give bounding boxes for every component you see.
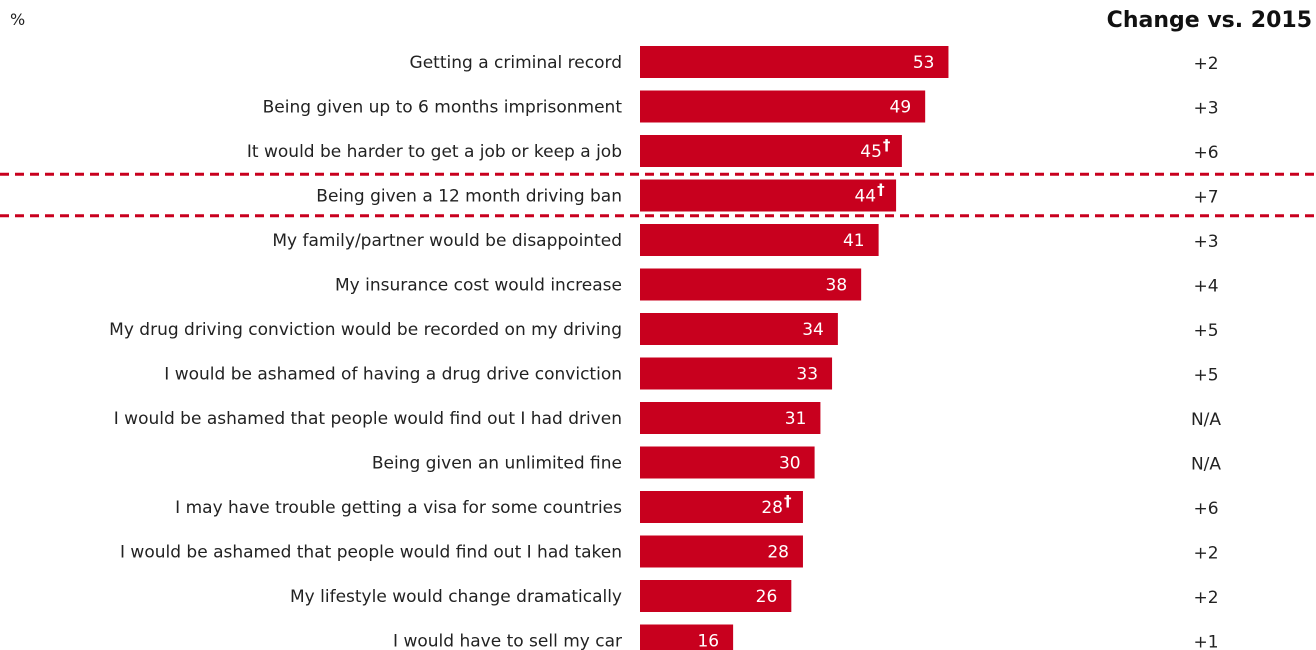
bar-value-label: 28 <box>767 543 789 563</box>
change-value: +3 <box>1193 232 1218 252</box>
category-label: Being given up to 6 months imprisonment <box>263 98 623 118</box>
bar <box>640 135 902 167</box>
bar <box>640 357 833 390</box>
change-value: +4 <box>1193 277 1218 297</box>
bar-value-label: 45 <box>860 142 882 162</box>
category-label: My insurance cost would increase <box>335 276 622 296</box>
bar-value-label: 16 <box>697 632 719 650</box>
category-label: I may have trouble getting a visa for so… <box>175 498 622 518</box>
change-value: +2 <box>1193 544 1218 564</box>
category-label: Being given an unlimited fine <box>372 454 622 474</box>
category-label: Being given a 12 month driving ban <box>316 187 622 207</box>
change-value: +5 <box>1193 321 1218 341</box>
bar-value-label: 33 <box>796 365 818 385</box>
change-value: +5 <box>1193 366 1218 386</box>
dagger-mark: † <box>883 136 891 154</box>
bar-value-label: 38 <box>826 276 848 296</box>
category-label: I would be ashamed of having a drug driv… <box>164 365 622 385</box>
change-value: +2 <box>1193 54 1218 74</box>
change-value: +2 <box>1193 588 1218 608</box>
change-value: +6 <box>1193 143 1218 163</box>
category-label: My lifestyle would change dramatically <box>290 587 622 607</box>
change-value: N/A <box>1191 410 1221 430</box>
bar <box>640 491 803 523</box>
bar-value-label: 49 <box>890 98 912 118</box>
unit-label: % <box>10 10 26 29</box>
bar <box>640 402 821 434</box>
bar <box>640 90 926 123</box>
bar-value-label: 31 <box>785 409 807 429</box>
bar <box>640 179 897 212</box>
category-label: I would be ashamed that people would fin… <box>120 543 622 563</box>
bar-value-label: 41 <box>843 231 865 251</box>
dagger-mark: † <box>784 492 792 510</box>
bar-value-label: 26 <box>756 587 778 607</box>
category-label: My drug driving conviction would be reco… <box>109 320 622 340</box>
change-value: +1 <box>1193 633 1218 650</box>
bar <box>640 224 879 256</box>
bar <box>640 535 803 568</box>
bar <box>640 313 838 345</box>
category-label: I would have to sell my car <box>393 632 622 650</box>
bar <box>640 46 949 78</box>
change-value: +6 <box>1193 499 1218 519</box>
bar <box>640 624 734 650</box>
bar <box>640 268 862 301</box>
bar-value-label: 34 <box>802 320 824 340</box>
bar-value-label: 44 <box>854 187 876 207</box>
category-label: Getting a criminal record <box>410 53 622 73</box>
bar-value-label: 53 <box>913 53 935 73</box>
bar <box>640 580 792 612</box>
dagger-mark: † <box>877 181 885 199</box>
bar-value-label: 28 <box>761 498 783 518</box>
change-column-header: Change vs. 2015 <box>1106 8 1312 33</box>
bar <box>640 446 815 479</box>
bar-value-label: 30 <box>779 454 801 474</box>
category-label: I would be ashamed that people would fin… <box>114 409 622 429</box>
change-value: N/A <box>1191 455 1221 475</box>
change-value: +7 <box>1193 188 1218 208</box>
change-value: +3 <box>1193 99 1218 119</box>
category-label: My family/partner would be disappointed <box>272 231 622 251</box>
category-label: It would be harder to get a job or keep … <box>247 142 622 162</box>
